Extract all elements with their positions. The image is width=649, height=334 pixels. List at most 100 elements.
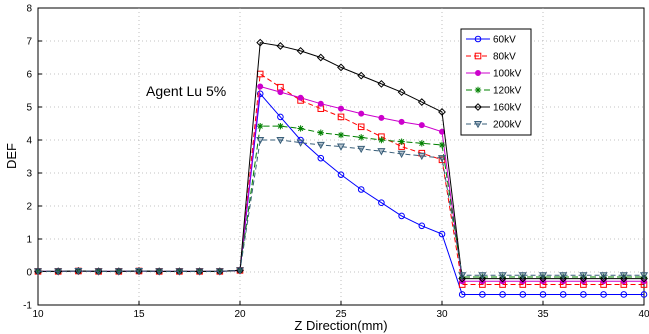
data-point xyxy=(478,274,487,283)
data-point xyxy=(257,122,264,130)
legend-marker xyxy=(474,52,482,60)
data-point xyxy=(277,113,284,121)
data-point xyxy=(519,291,527,298)
data-point xyxy=(235,267,245,275)
data-point xyxy=(539,291,547,298)
data-point xyxy=(438,156,446,164)
data-point xyxy=(438,108,446,116)
data-point xyxy=(438,230,446,238)
y-axis-title: DEF xyxy=(4,143,19,169)
data-point xyxy=(256,38,265,47)
x-tick-label: 35 xyxy=(537,309,549,320)
data-point xyxy=(579,272,588,280)
data-point xyxy=(337,171,345,178)
x-tick-label: 40 xyxy=(638,309,649,320)
data-point xyxy=(358,110,365,117)
data-point xyxy=(619,272,628,280)
y-tick-label: 0 xyxy=(26,268,32,279)
data-point xyxy=(599,272,608,280)
data-point xyxy=(175,268,184,276)
y-tick-label: 6 xyxy=(26,70,32,81)
data-point xyxy=(518,272,527,280)
y-tick-label: 4 xyxy=(26,136,32,147)
data-point xyxy=(296,139,305,147)
data-point xyxy=(337,113,345,121)
data-point xyxy=(357,186,365,193)
legend-item: 80kV xyxy=(466,52,516,63)
data-point xyxy=(458,291,466,298)
data-point xyxy=(54,268,63,276)
data-point xyxy=(277,89,284,96)
data-point xyxy=(417,98,426,106)
legend-marker xyxy=(474,70,481,77)
legend-box xyxy=(460,28,532,136)
data-point xyxy=(640,274,648,283)
data-point xyxy=(337,63,345,72)
data-point xyxy=(277,122,284,130)
data-point xyxy=(640,273,648,281)
y-tick-label: 5 xyxy=(26,103,32,114)
data-point xyxy=(418,222,426,230)
data-point xyxy=(256,136,265,145)
data-point xyxy=(478,272,487,280)
data-point xyxy=(378,114,385,121)
legend-item: 120kV xyxy=(466,86,522,97)
data-point xyxy=(357,123,365,131)
data-point xyxy=(438,141,446,149)
axis-ticks: 10 15 20 25 30 35 40 -1 0 1 2 3 4 5 6 7 8 xyxy=(23,4,649,321)
data-point xyxy=(337,131,345,139)
series-layer xyxy=(33,38,649,298)
data-point xyxy=(357,145,366,154)
data-point xyxy=(378,199,385,206)
data-point xyxy=(620,291,628,298)
data-point xyxy=(580,273,587,281)
x-tick-label: 25 xyxy=(335,309,347,320)
data-point xyxy=(377,79,386,88)
data-point xyxy=(397,88,406,97)
data-point xyxy=(559,291,567,298)
data-point xyxy=(398,212,405,220)
legend-label: 60kV xyxy=(493,35,516,46)
y-tick-label: 3 xyxy=(26,169,32,180)
data-point xyxy=(437,155,447,163)
data-point xyxy=(599,274,608,283)
data-point xyxy=(94,268,103,276)
annotation-label: Agent Lu 5% xyxy=(146,83,226,99)
x-tick-label: 15 xyxy=(133,309,145,320)
data-point xyxy=(378,136,385,144)
legend-label: 160kV xyxy=(493,103,522,114)
data-point xyxy=(358,134,365,141)
data-point xyxy=(418,122,425,129)
data-point xyxy=(398,118,405,125)
data-point xyxy=(296,46,305,55)
data-point xyxy=(458,272,467,280)
data-point xyxy=(619,274,628,283)
legend-item: 100kV xyxy=(466,69,522,80)
data-point xyxy=(33,268,43,276)
series-line xyxy=(38,73,644,286)
data-point xyxy=(580,291,587,298)
data-point xyxy=(398,138,405,145)
data-point xyxy=(458,274,467,283)
y-tick-label: 8 xyxy=(26,4,32,15)
data-point xyxy=(155,268,164,276)
legend-item: 200kV xyxy=(466,120,522,131)
legend-item: 60kV xyxy=(466,35,516,46)
data-point xyxy=(397,150,406,159)
data-point xyxy=(114,268,123,276)
x-tick-label: 30 xyxy=(436,309,448,320)
data-point xyxy=(559,272,568,280)
data-point xyxy=(640,291,648,298)
legend-marker xyxy=(474,35,482,43)
data-point xyxy=(498,272,507,280)
legend-marker xyxy=(474,86,482,94)
data-point xyxy=(639,272,649,280)
data-point xyxy=(276,136,285,145)
data-point xyxy=(317,129,324,136)
data-point xyxy=(559,274,568,283)
data-point xyxy=(499,291,506,298)
data-point xyxy=(316,141,325,150)
legend: 60kV 80kV 100kV 120kV 160kV 200kV xyxy=(460,28,532,136)
legend-label: 120kV xyxy=(493,86,522,97)
